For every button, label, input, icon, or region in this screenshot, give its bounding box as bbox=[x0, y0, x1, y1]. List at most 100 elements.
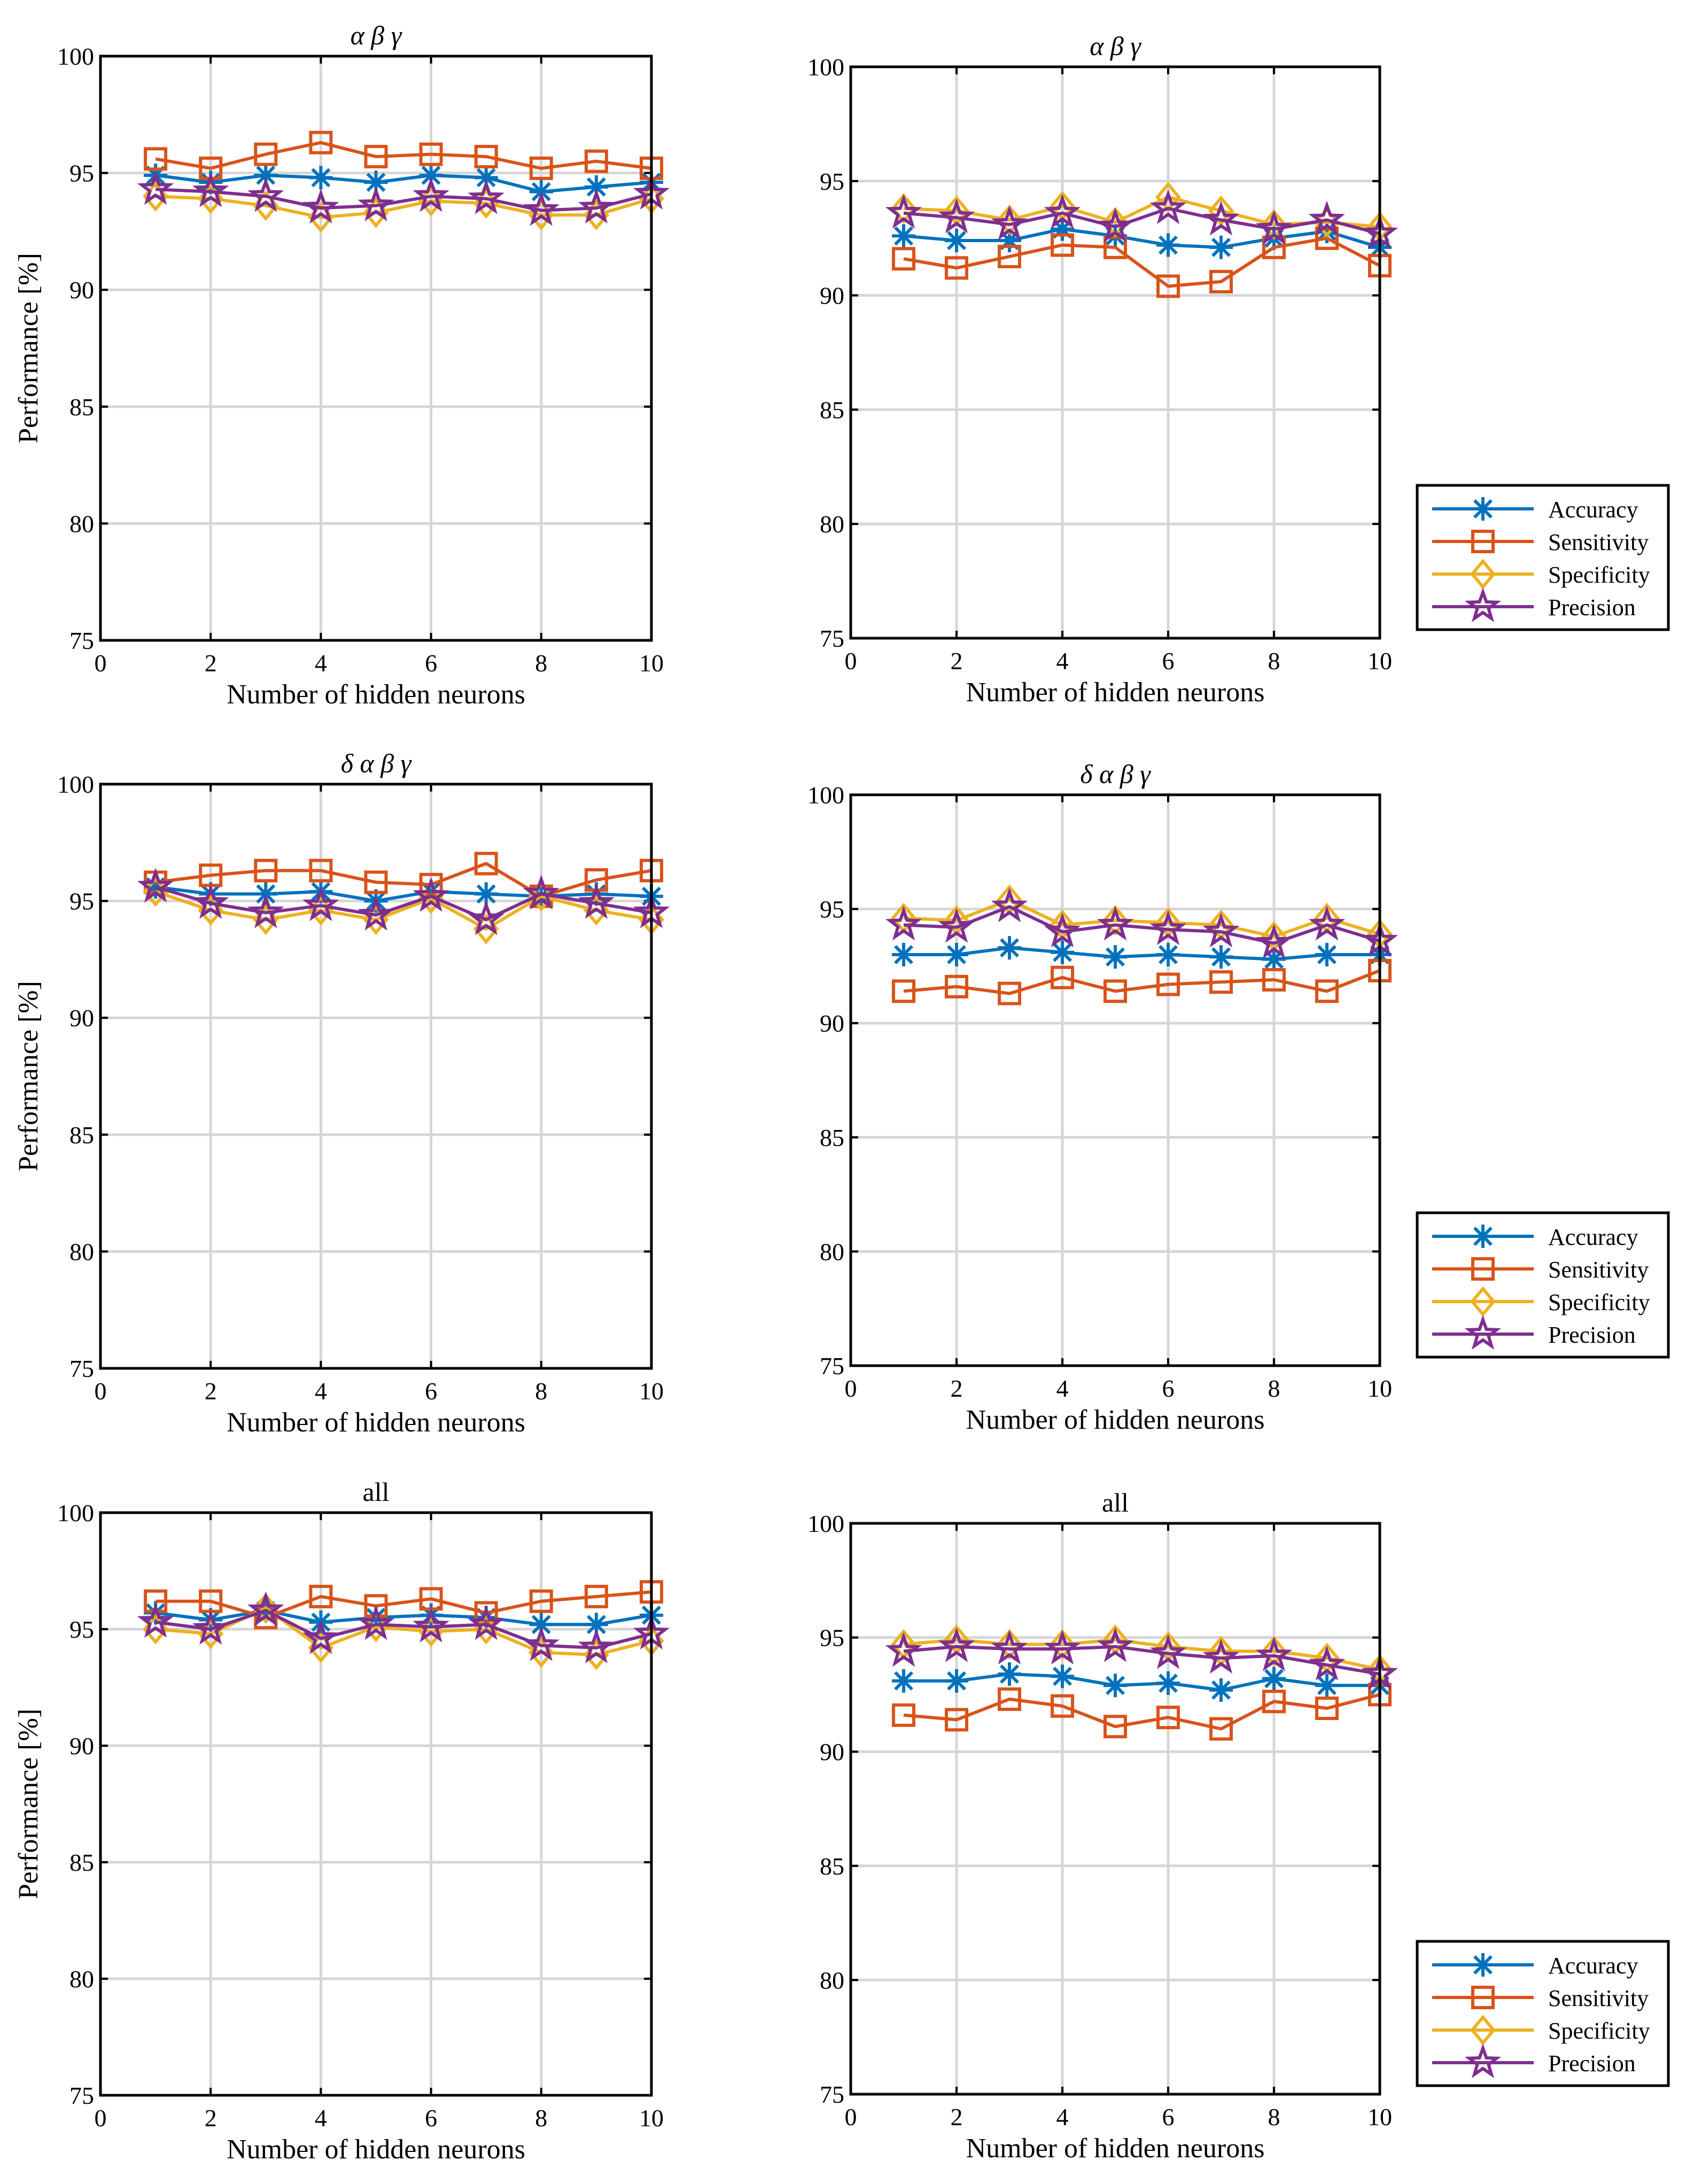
y-tick-label: 75 bbox=[69, 1355, 94, 1382]
y-tick-label: 75 bbox=[69, 627, 94, 654]
data-point-precision bbox=[1044, 912, 1081, 948]
x-tick-label: 10 bbox=[639, 1377, 664, 1405]
y-tick-label: 80 bbox=[820, 1966, 844, 1994]
x-tick-label: 4 bbox=[315, 649, 327, 677]
y-tick-label: 85 bbox=[69, 393, 94, 421]
x-tick-label: 6 bbox=[425, 649, 437, 677]
data-point-accuracy bbox=[474, 166, 498, 190]
data-point-specificity bbox=[1314, 207, 1340, 238]
legend-marker-precision bbox=[1464, 1315, 1502, 1350]
data-point-specificity bbox=[997, 204, 1022, 236]
series-line-sensitivity bbox=[155, 141, 652, 170]
y-tick-label: 80 bbox=[69, 1965, 94, 1993]
chart-title: α β γ bbox=[1090, 31, 1141, 61]
data-point-specificity bbox=[418, 883, 444, 914]
data-point-sensitivity bbox=[309, 858, 333, 882]
x-tick-label: 2 bbox=[951, 647, 963, 675]
x-tick-label: 0 bbox=[95, 1377, 107, 1405]
legend-marker-precision bbox=[1464, 2043, 1502, 2078]
series-line-sensitivity bbox=[155, 862, 652, 898]
x-tick-label: 4 bbox=[315, 2104, 327, 2132]
data-point-accuracy bbox=[364, 171, 388, 195]
x-tick-label: 10 bbox=[1367, 647, 1392, 675]
data-point-precision bbox=[938, 198, 975, 234]
data-point-accuracy bbox=[474, 882, 498, 906]
y-tick-label: 100 bbox=[807, 1510, 844, 1537]
data-point-sensitivity bbox=[1156, 1706, 1180, 1730]
legend-marker-accuracy bbox=[1471, 1225, 1495, 1248]
data-point-precision bbox=[1097, 207, 1134, 243]
x-tick-label: 4 bbox=[315, 1377, 327, 1405]
axes-box bbox=[99, 55, 653, 642]
data-point-sensitivity bbox=[1209, 970, 1233, 994]
data-point-specificity bbox=[1050, 1629, 1075, 1660]
data-point-precision bbox=[192, 1610, 229, 1645]
series-sensitivity bbox=[144, 851, 663, 908]
data-point-accuracy bbox=[1209, 1678, 1233, 1702]
x-tick-label: 8 bbox=[1268, 2103, 1280, 2131]
series-line-accuracy bbox=[155, 174, 652, 193]
legend-label-precision: Precision bbox=[1548, 2050, 1636, 2077]
y-tick-label: 85 bbox=[69, 1121, 94, 1149]
x-tick-label: 6 bbox=[1162, 647, 1175, 675]
x-axis-label: Number of hidden neurons bbox=[227, 2134, 525, 2165]
axes-box bbox=[849, 793, 1381, 1367]
x-tick-label: 4 bbox=[1056, 2103, 1069, 2131]
y-tick-label: 95 bbox=[69, 888, 94, 915]
data-point-specificity bbox=[891, 193, 916, 224]
x-tick-label: 6 bbox=[425, 1377, 437, 1405]
data-point-sensitivity bbox=[529, 156, 553, 180]
series-line-accuracy bbox=[155, 885, 652, 903]
legend-marker-accuracy bbox=[1471, 497, 1495, 521]
data-point-accuracy bbox=[998, 936, 1021, 960]
x-tick-label: 6 bbox=[1162, 1375, 1175, 1402]
data-point-precision bbox=[523, 874, 560, 910]
y-tick-label: 75 bbox=[820, 2081, 844, 2108]
data-point-accuracy bbox=[1051, 1664, 1074, 1689]
chart-panel-1: 0 2 4 6 8 10 75 80 85 90 95 100 α β γ Number of hidde… bbox=[13, 20, 670, 710]
y-axis-label: Performance [%] bbox=[13, 253, 44, 444]
legend-label-specificity: Specificity bbox=[1548, 2018, 1650, 2044]
data-point-precision bbox=[1308, 200, 1346, 236]
series-line-sensitivity bbox=[156, 1590, 652, 1620]
series-precision bbox=[885, 1627, 1398, 1690]
x-tick-label: 0 bbox=[845, 647, 857, 675]
data-point-accuracy bbox=[892, 943, 915, 967]
data-point-sensitivity bbox=[474, 851, 498, 876]
x-tick-label: 8 bbox=[535, 2104, 547, 2132]
data-point-specificity bbox=[528, 881, 554, 912]
data-point-sensitivity bbox=[1262, 968, 1286, 992]
data-point-sensitivity bbox=[1051, 233, 1074, 257]
data-point-precision bbox=[1255, 210, 1293, 245]
data-point-sensitivity bbox=[1104, 1715, 1127, 1739]
data-point-precision bbox=[468, 1605, 504, 1640]
series-line-accuracy bbox=[904, 1672, 1380, 1692]
series-sensitivity bbox=[144, 130, 663, 180]
x-tick-label: 2 bbox=[205, 1377, 217, 1405]
plot-area bbox=[100, 56, 651, 640]
data-point-specificity bbox=[363, 1611, 389, 1643]
data-point-precision bbox=[1202, 912, 1240, 948]
data-point-precision bbox=[137, 170, 174, 205]
legend-label-accuracy: Accuracy bbox=[1548, 1224, 1638, 1250]
data-point-precision bbox=[1308, 1646, 1346, 1680]
y-tick-label: 95 bbox=[69, 160, 94, 187]
y-tick-label: 90 bbox=[69, 1004, 94, 1032]
data-point-sensitivity bbox=[254, 858, 278, 882]
x-axis-label: Number of hidden neurons bbox=[966, 2133, 1265, 2164]
y-tick-label: 90 bbox=[820, 1010, 844, 1037]
data-point-sensitivity bbox=[1104, 979, 1127, 1003]
data-point-sensitivity bbox=[364, 870, 388, 894]
data-point-accuracy bbox=[1104, 1674, 1127, 1698]
series-line-specificity bbox=[155, 195, 652, 219]
x-tick-label: 4 bbox=[1056, 647, 1069, 675]
data-point-sensitivity bbox=[945, 256, 968, 280]
data-point-sensitivity bbox=[1315, 979, 1339, 1003]
y-tick-label: 80 bbox=[820, 510, 844, 538]
data-point-sensitivity bbox=[1209, 1717, 1233, 1741]
axes-box bbox=[99, 1511, 653, 2097]
y-tick-label: 75 bbox=[69, 2082, 94, 2109]
data-point-precision bbox=[523, 1626, 560, 1661]
legend-label-precision: Precision bbox=[1548, 1322, 1636, 1348]
series-line-accuracy bbox=[904, 946, 1380, 961]
